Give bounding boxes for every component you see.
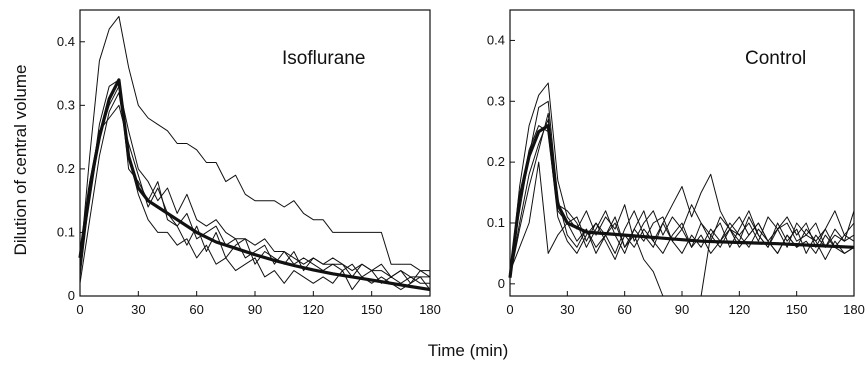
- x-tick-label: 180: [843, 302, 865, 317]
- panel-label: Control: [745, 48, 806, 69]
- series-group: [508, 82, 855, 297]
- panel-label: Isoflurane: [282, 48, 365, 69]
- subject-line-2: [509, 100, 855, 272]
- x-tick-label: 90: [675, 302, 689, 317]
- y-ticks: 0 0.1 0.2 0.3 0.4: [57, 34, 85, 303]
- y-tick-label: 0.1: [57, 224, 75, 239]
- x-tick-label: 180: [419, 302, 441, 317]
- y-tick-label: 0.2: [57, 161, 75, 176]
- x-tick-label: 30: [131, 302, 145, 317]
- y-ticks: 0 0.1 0.2 0.3 0.4: [487, 32, 515, 291]
- subject-line-3: [79, 92, 431, 291]
- subject-line-1: [509, 82, 855, 278]
- y-tick-label: 0: [68, 288, 75, 303]
- y-axis-title: Dilution of central volume: [11, 65, 30, 256]
- x-ticks: 0 30 60 90 120 150 180: [506, 291, 865, 317]
- subject-line-1: [79, 15, 430, 272]
- subject-line-6: [509, 112, 855, 278]
- x-tick-label: 120: [302, 302, 324, 317]
- subject-line-5: [509, 125, 855, 278]
- isoflurane-panel: 0 0.1 0.2 0.3 0.4 0 30 60 90 120 150 180 Isofluran…: [57, 9, 441, 317]
- x-ticks: 0 30 60 90 120 150 180: [76, 291, 441, 317]
- y-tick-label: 0.3: [487, 93, 505, 108]
- subject-line-4: [79, 79, 431, 284]
- x-tick-label: 0: [506, 302, 513, 317]
- mean-fit-line: [508, 123, 855, 278]
- control-panel: 0 0.1 0.2 0.3 0.4 0 30 60 90 120 150 180 Control: [487, 9, 865, 317]
- series-group: [78, 15, 431, 292]
- subject-line-5: [79, 104, 430, 284]
- y-tick-label: 0.2: [487, 154, 505, 169]
- y-tick-label: 0.1: [487, 215, 505, 230]
- x-tick-label: 30: [560, 302, 574, 317]
- y-tick-label: 0.4: [487, 32, 505, 47]
- x-tick-label: 0: [76, 302, 83, 317]
- x-tick-label: 120: [728, 302, 750, 317]
- x-tick-label: 90: [248, 302, 262, 317]
- x-tick-label: 60: [189, 302, 203, 317]
- y-tick-label: 0: [498, 276, 505, 291]
- x-tick-label: 60: [617, 302, 631, 317]
- x-axis-title: Time (min): [428, 341, 509, 360]
- x-tick-label: 150: [361, 302, 383, 317]
- subject-line-2: [79, 85, 430, 278]
- mean-fit-line: [78, 78, 431, 292]
- subject-line-3: [509, 119, 855, 278]
- y-tick-label: 0.4: [57, 34, 75, 49]
- y-tick-label: 0.3: [57, 97, 75, 112]
- x-tick-label: 150: [786, 302, 808, 317]
